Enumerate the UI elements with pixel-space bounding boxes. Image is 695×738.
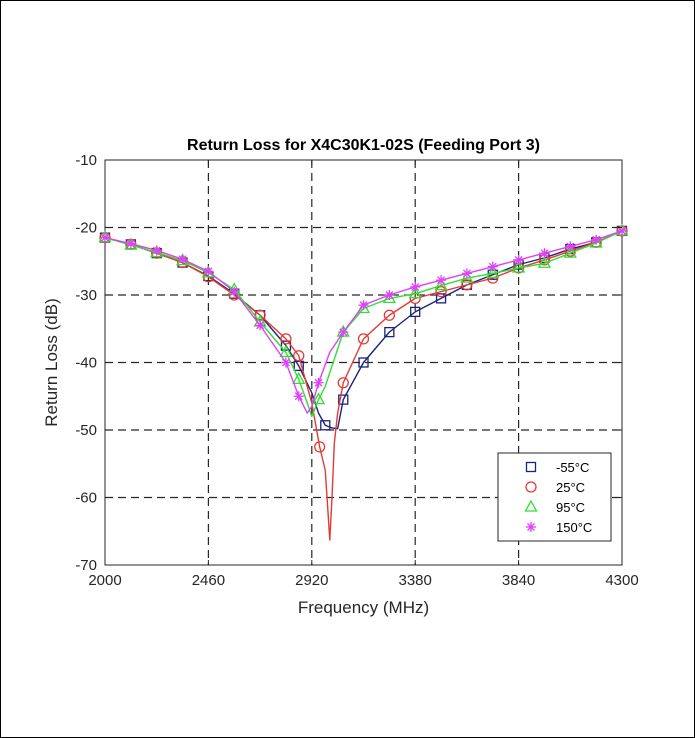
data-point (565, 241, 576, 252)
data-point (292, 372, 306, 385)
tick-layer: 2000 2460 2920 3380 3840 4300 -10 -20 -30 -40 -50 -… (75, 152, 638, 589)
y-tick-label: -40 (75, 355, 97, 372)
data-point (358, 357, 369, 368)
data-point (436, 275, 447, 286)
data-point (537, 255, 552, 268)
data-point (151, 245, 162, 256)
data-point (338, 394, 349, 405)
legend-marker (526, 522, 536, 532)
data-point (338, 327, 349, 338)
chart-title: Return Loss for X4C30K1-02S (Feeding Por… (187, 137, 540, 154)
data-point (384, 326, 395, 338)
data-point (617, 225, 627, 236)
x-tick-label: 2920 (295, 572, 328, 589)
data-point (255, 320, 266, 331)
series-3 (100, 225, 627, 414)
data-point (460, 270, 474, 283)
legend-marker (524, 499, 538, 512)
data-point (229, 286, 240, 297)
legend-label: 95°C (556, 500, 585, 515)
data-point (408, 286, 422, 299)
data-point (410, 281, 421, 292)
legend-label: -55°C (556, 460, 589, 475)
x-axis-label: Frequency (MHz) (298, 598, 429, 617)
x-tick-label: 2460 (192, 572, 225, 589)
data-point (384, 290, 395, 300)
data-point (513, 254, 524, 265)
data-point (383, 309, 396, 321)
data-point (293, 391, 304, 402)
data-point (435, 293, 447, 304)
y-tick-label: -50 (75, 422, 97, 439)
data-point (125, 238, 136, 249)
y-tick-label: -60 (75, 490, 97, 507)
y-tick-label: -30 (75, 287, 97, 304)
data-point (461, 268, 472, 279)
data-point (486, 266, 500, 279)
series-line (104, 230, 623, 541)
data-point (357, 333, 370, 345)
data-point (100, 232, 110, 243)
data-point (203, 266, 214, 277)
data-point (311, 392, 326, 405)
data-point (539, 248, 550, 259)
data-point (337, 377, 349, 389)
legend-marker (525, 461, 537, 473)
data-point (434, 278, 448, 291)
data-point (358, 300, 369, 311)
x-tick-label: 2000 (88, 572, 121, 589)
x-tick-label: 4300 (605, 572, 638, 589)
x-tick-label: 3840 (502, 572, 535, 589)
legend: -55°C 25°C 95°C 150°C (497, 452, 612, 542)
data-point (314, 441, 326, 453)
data-point (563, 245, 577, 258)
data-point (280, 357, 291, 368)
data-point (177, 254, 188, 265)
data-point (512, 260, 526, 273)
data-point (293, 350, 305, 362)
data-point (313, 377, 324, 388)
data-point (487, 261, 498, 272)
data-point (435, 285, 447, 298)
data-point (591, 234, 602, 245)
legend-marker (525, 481, 537, 493)
y-tick-label: -20 (75, 220, 97, 237)
series-layer (98, 223, 629, 541)
data-point (320, 420, 331, 431)
legend-label: 25°C (556, 480, 585, 495)
y-tick-label: -70 (75, 557, 97, 574)
data-point (410, 306, 421, 318)
y-axis-label: Return Loss (dB) (42, 298, 61, 427)
x-tick-label: 3380 (399, 572, 432, 589)
data-point (279, 345, 293, 358)
data-point (461, 279, 473, 291)
legend-label: 150°C (556, 520, 592, 535)
y-tick-label: -10 (75, 152, 97, 169)
data-point (280, 333, 292, 345)
legend-box (497, 452, 612, 542)
